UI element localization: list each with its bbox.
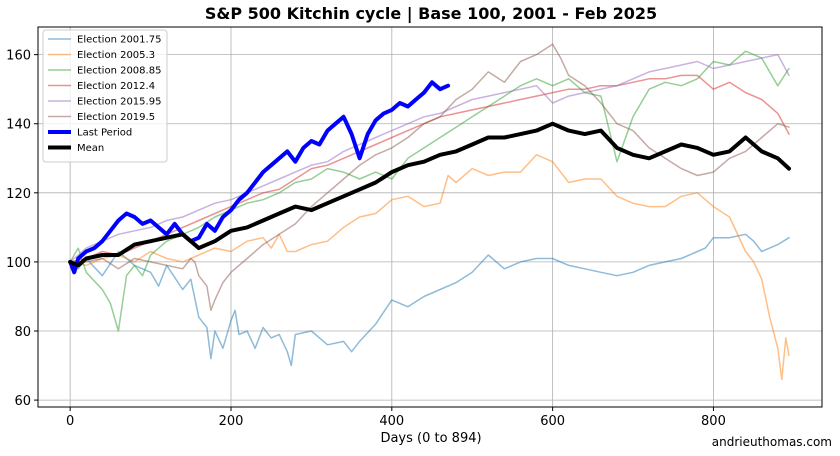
watermark-text: andrieuthomas.com bbox=[712, 435, 832, 449]
x-tick-label: 600 bbox=[540, 414, 565, 429]
y-tick-label: 140 bbox=[6, 118, 31, 133]
y-tick-label: 60 bbox=[14, 394, 31, 409]
legend-label: Election 2012.4 bbox=[77, 81, 155, 92]
x-tick-label: 0 bbox=[66, 414, 74, 429]
series-line-last-period bbox=[68, 80, 451, 275]
chart-title: S&P 500 Kitchin cycle | Base 100, 2001 -… bbox=[205, 4, 657, 24]
legend-label: Election 2008.85 bbox=[77, 66, 161, 77]
series-line-election-2005-3 bbox=[69, 154, 790, 381]
legend-label: Election 2005.3 bbox=[77, 50, 155, 61]
series-lines bbox=[68, 43, 791, 381]
x-tick-label: 800 bbox=[701, 414, 726, 429]
x-axis-ticks: 0 200 400 600 800 bbox=[66, 407, 726, 429]
legend-label: Election 2019.5 bbox=[77, 112, 155, 123]
legend-label: Election 2001.75 bbox=[77, 35, 161, 46]
series-line-mean bbox=[68, 121, 791, 268]
legend: Election 2001.75 Election 2005.3 Election … bbox=[42, 29, 168, 163]
x-tick-label: 400 bbox=[379, 414, 404, 429]
x-tick-label: 200 bbox=[219, 414, 244, 429]
series-line-election-2008-85 bbox=[69, 50, 790, 332]
series-line-election-2015-95 bbox=[69, 53, 790, 263]
x-axis-label: Days (0 to 894) bbox=[380, 431, 481, 446]
y-tick-label: 80 bbox=[14, 325, 31, 340]
series-line-election-2019-5 bbox=[69, 43, 790, 312]
legend-label: Last Period bbox=[77, 128, 132, 139]
y-tick-label: 120 bbox=[6, 187, 31, 202]
y-tick-label: 100 bbox=[6, 256, 31, 271]
legend-label: Mean bbox=[77, 143, 104, 154]
y-axis-ticks: 60 80 100 120 140 160 bbox=[6, 49, 38, 409]
grid-lines bbox=[38, 27, 822, 407]
legend-box bbox=[42, 29, 168, 163]
series-line-election-2001-75 bbox=[69, 233, 790, 367]
legend-label: Election 2015.95 bbox=[77, 97, 161, 108]
y-tick-label: 160 bbox=[6, 49, 31, 64]
plot-area bbox=[37, 26, 823, 408]
